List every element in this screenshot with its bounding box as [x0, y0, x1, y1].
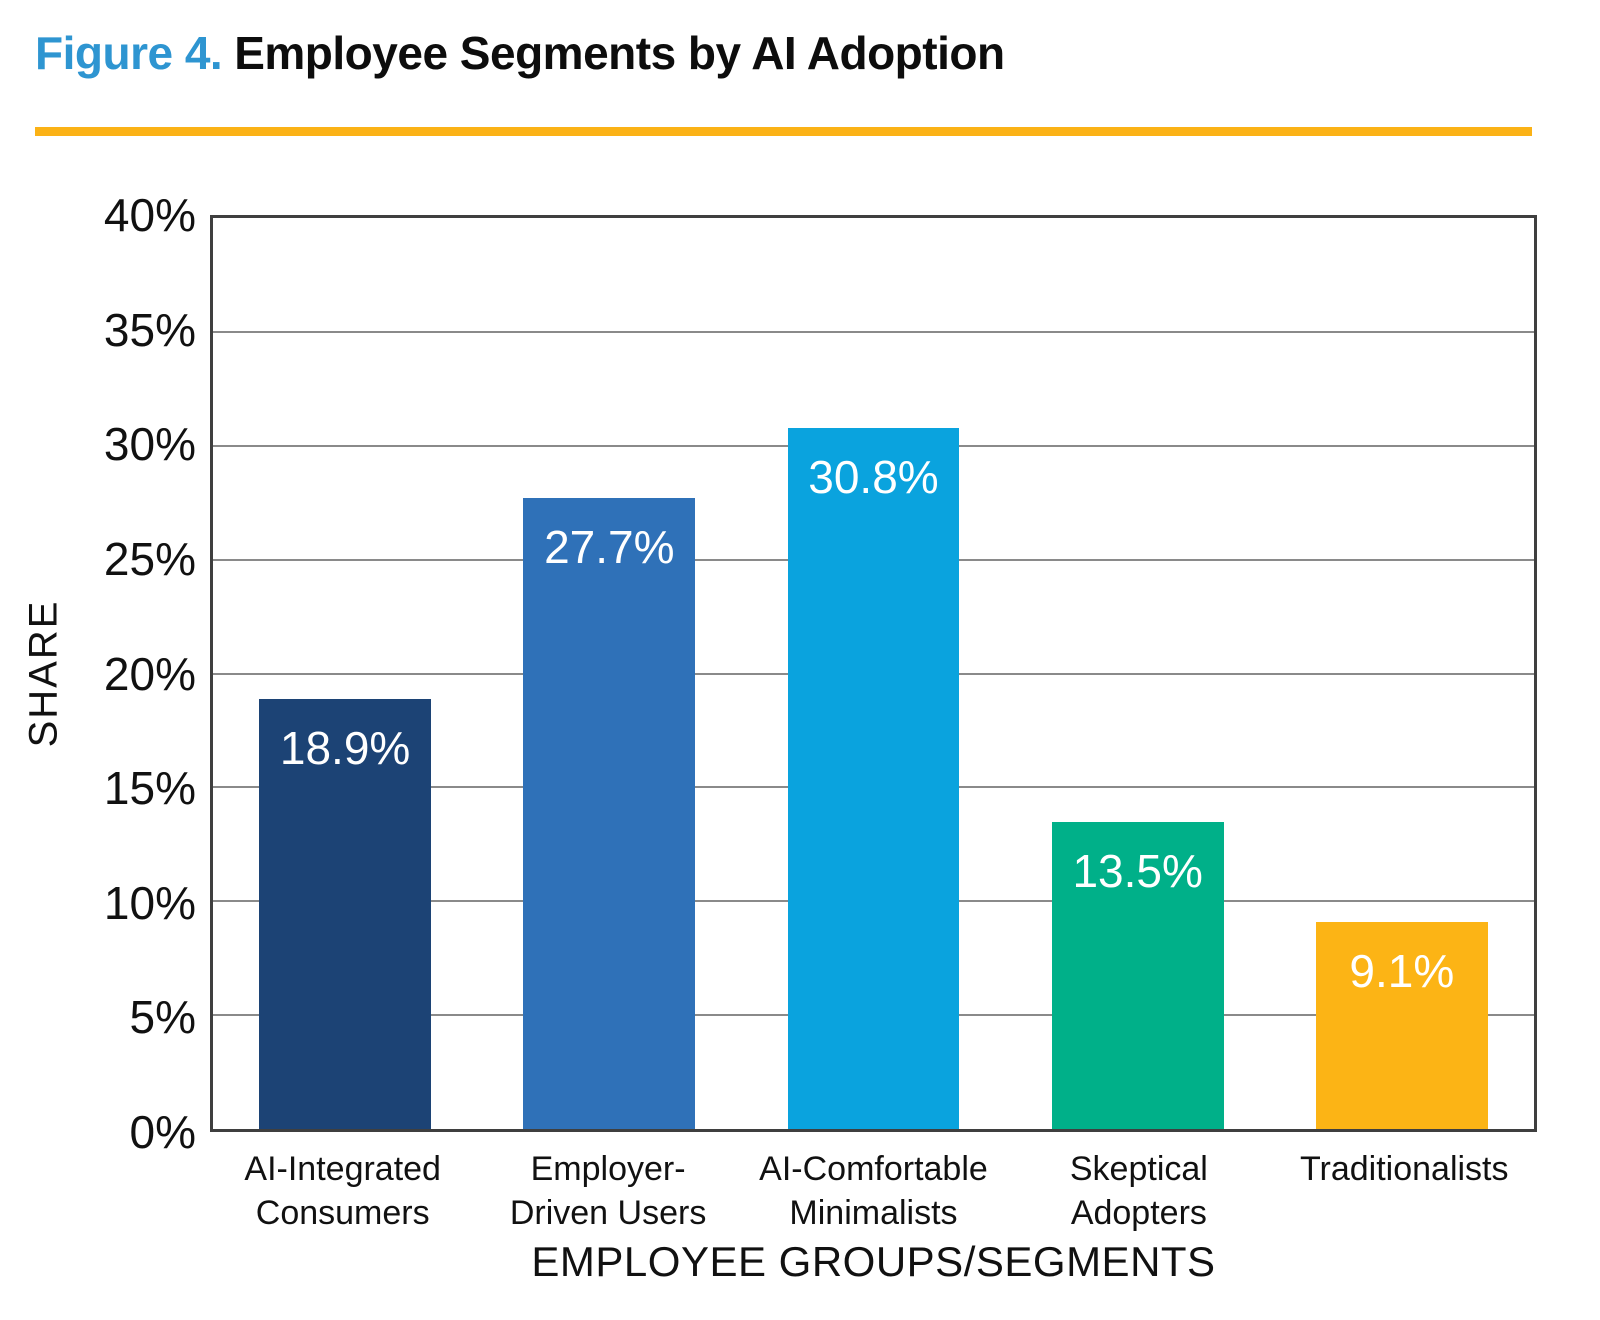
- accent-rule: [35, 127, 1532, 136]
- bar-slot: 13.5%: [1006, 218, 1270, 1129]
- y-tick-label: 40%: [103, 189, 196, 241]
- bar: 30.8%: [787, 427, 960, 1129]
- bar-series: 18.9% 27.7% 30.8% 13.5% 9.1%: [213, 218, 1534, 1129]
- bar: 27.7%: [523, 498, 696, 1129]
- bar: 9.1%: [1315, 921, 1488, 1129]
- y-tick-label: 25%: [103, 532, 196, 585]
- bar-slot: 9.1%: [1270, 218, 1534, 1129]
- x-category-labels: AI-Integrated Consumers Employer-Driven U…: [210, 1148, 1537, 1235]
- y-tick-label: 35%: [103, 303, 196, 356]
- x-category-label: Skeptical Adopters: [1069, 1150, 1208, 1232]
- bar-value-label: 27.7%: [544, 521, 675, 574]
- bar-value-label: 13.5%: [1072, 844, 1203, 897]
- plot-area: 18.9% 27.7% 30.8% 13.5% 9.1%: [210, 215, 1537, 1132]
- bar-value-label: 18.9%: [279, 721, 411, 774]
- bar-value-label: 30.8%: [808, 450, 939, 503]
- gridline: [213, 330, 1534, 333]
- y-axis-label: SHARE: [21, 599, 66, 748]
- y-tick-label: 30%: [103, 418, 196, 471]
- figure-label: Figure 4.: [35, 27, 223, 79]
- x-category-label: AI-Integrated Consumers: [244, 1150, 441, 1232]
- bar-slot: 30.8%: [741, 218, 1005, 1129]
- y-tick-label: 0%: [129, 1106, 196, 1158]
- x-category-label: Traditionalists: [1300, 1150, 1509, 1188]
- y-tick-label: 10%: [103, 876, 196, 929]
- bar: 18.9%: [259, 698, 431, 1129]
- bar-value-label: 9.1%: [1349, 944, 1455, 997]
- x-axis-title: EMPLOYEE GROUPS/SEGMENTS: [531, 1238, 1216, 1285]
- y-tick-label: 5%: [129, 991, 196, 1044]
- bar-slot: 27.7%: [477, 218, 741, 1129]
- x-category-label: AI-Comfortable Minimalists: [759, 1150, 988, 1232]
- bar-slot: 18.9%: [213, 218, 477, 1129]
- y-tick-label: 15%: [103, 762, 196, 815]
- figure-title: Employee Segments by AI Adoption: [234, 27, 1005, 79]
- y-tick-label: 20%: [103, 647, 196, 700]
- bar: 13.5%: [1051, 821, 1224, 1129]
- page-title: Figure 4. Employee Segments by AI Adoptio…: [35, 26, 1005, 80]
- x-category-label: Employer-Driven Users: [509, 1150, 707, 1232]
